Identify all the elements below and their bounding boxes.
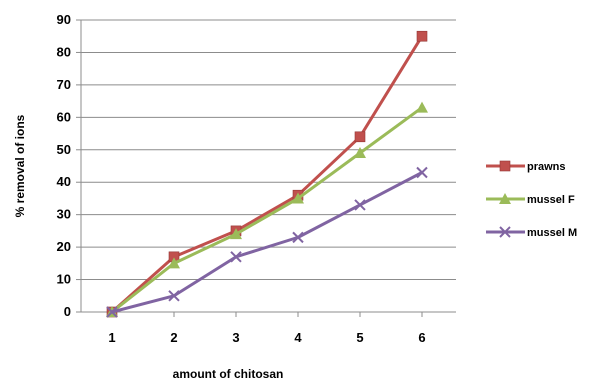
series-prawns [106, 30, 428, 318]
data-point-mussel-f [354, 147, 366, 159]
gridlines [81, 19, 456, 281]
data-point-mussel-f [416, 101, 428, 113]
legend-label-mussel-f: mussel F [527, 194, 575, 206]
y-tick-label: 70 [57, 77, 71, 92]
y-tick-label: 80 [57, 44, 71, 59]
data-point-mussel-m [230, 251, 242, 263]
y-axis-label: % removal of ions [13, 114, 27, 217]
legend-marker-mussel-f [499, 193, 511, 204]
legend-marker-prawns [499, 160, 511, 172]
series-line-mussel-m [111, 171, 423, 314]
data-point-mussel-m [168, 290, 180, 302]
y-tick-label: 20 [57, 239, 71, 254]
x-tick-label: 4 [294, 330, 302, 345]
data-point-mussel-f [292, 192, 304, 204]
x-tick-labels: 1 2 3 4 5 6 [108, 330, 425, 345]
data-point-mussel-f [168, 257, 180, 269]
legend-item-prawns: prawns [486, 160, 566, 173]
x-tick-label: 5 [356, 330, 363, 345]
data-point-prawns [416, 30, 428, 42]
series-line-mussel-f [111, 106, 423, 314]
x-tick-label: 1 [108, 330, 115, 345]
series-mussel-m [106, 166, 428, 318]
data-point-mussel-m [292, 231, 304, 244]
legend-label-mussel-m: mussel M [527, 227, 577, 239]
series-group [106, 30, 428, 318]
y-tick-label: 60 [57, 109, 71, 124]
data-point-mussel-m [106, 306, 118, 318]
legend-label-prawns: prawns [527, 161, 566, 173]
data-point-mussel-m [416, 166, 428, 179]
x-tick-label: 2 [170, 330, 177, 345]
y-tick-label: 10 [57, 272, 71, 287]
data-point-mussel-m [354, 199, 366, 211]
series-line-prawns [111, 35, 424, 314]
y-tick-label: 50 [57, 142, 71, 157]
x-tick-label: 6 [418, 330, 425, 345]
legend: prawns mussel F mussel M [486, 160, 577, 239]
y-tick-label: 30 [57, 207, 71, 222]
y-tick-label: 0 [64, 304, 71, 319]
legend-item-mussel-f: mussel F [486, 193, 575, 206]
y-tick-label: 40 [57, 174, 71, 189]
y-tick-labels: 0 10 20 30 40 50 60 70 80 90 [57, 12, 71, 319]
x-axis-label: amount of chitosan [173, 367, 284, 381]
data-point-mussel-f [230, 228, 242, 240]
x-tick-label: 3 [232, 330, 239, 345]
series-mussel-f [106, 101, 428, 317]
y-tick-label: 90 [57, 12, 71, 27]
legend-item-mussel-m: mussel M [486, 226, 577, 239]
axes [76, 19, 456, 317]
legend-marker-mussel-m [499, 226, 511, 238]
data-point-prawns [354, 131, 366, 143]
